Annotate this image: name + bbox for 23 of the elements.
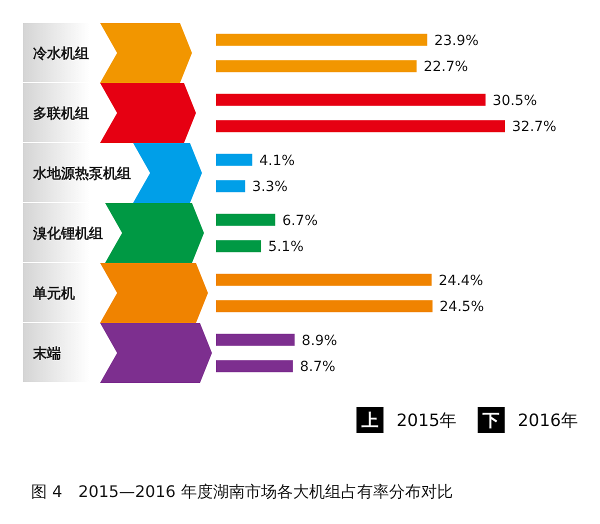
y-tick-label: 末端 bbox=[32, 346, 61, 362]
data-label: 6.7% bbox=[282, 212, 318, 229]
y-tick-label: 溴化锂机组 bbox=[32, 226, 103, 242]
y-tick-label: 冷水机组 bbox=[33, 46, 89, 62]
text: 2016年 bbox=[518, 411, 578, 431]
data-label: 23.9% bbox=[434, 32, 479, 49]
text: 上 bbox=[360, 411, 378, 431]
data-label: 24.4% bbox=[438, 272, 484, 289]
data-label: 4.1% bbox=[259, 152, 295, 169]
data-label: 22.7% bbox=[424, 59, 468, 76]
data-label: 8.9% bbox=[302, 332, 338, 349]
data-label: 24.5% bbox=[440, 299, 484, 316]
y-tick-label: 水地源热泵机组 bbox=[32, 166, 131, 182]
data-label: 30.5% bbox=[492, 92, 538, 109]
data-label: 32.7% bbox=[512, 119, 556, 136]
text: 图 4 2015—2016 年度湖南市场各大机组占有率分布对比 bbox=[31, 482, 453, 501]
text: 2015年 bbox=[396, 411, 457, 431]
y-tick-label: 多联机组 bbox=[33, 106, 89, 122]
y-tick-label: 单元机 bbox=[32, 286, 75, 302]
data-label: 3.3% bbox=[252, 179, 288, 196]
text: 下 bbox=[482, 411, 500, 431]
data-label: 8.7% bbox=[300, 359, 336, 376]
data-label: 5.1% bbox=[268, 239, 304, 256]
